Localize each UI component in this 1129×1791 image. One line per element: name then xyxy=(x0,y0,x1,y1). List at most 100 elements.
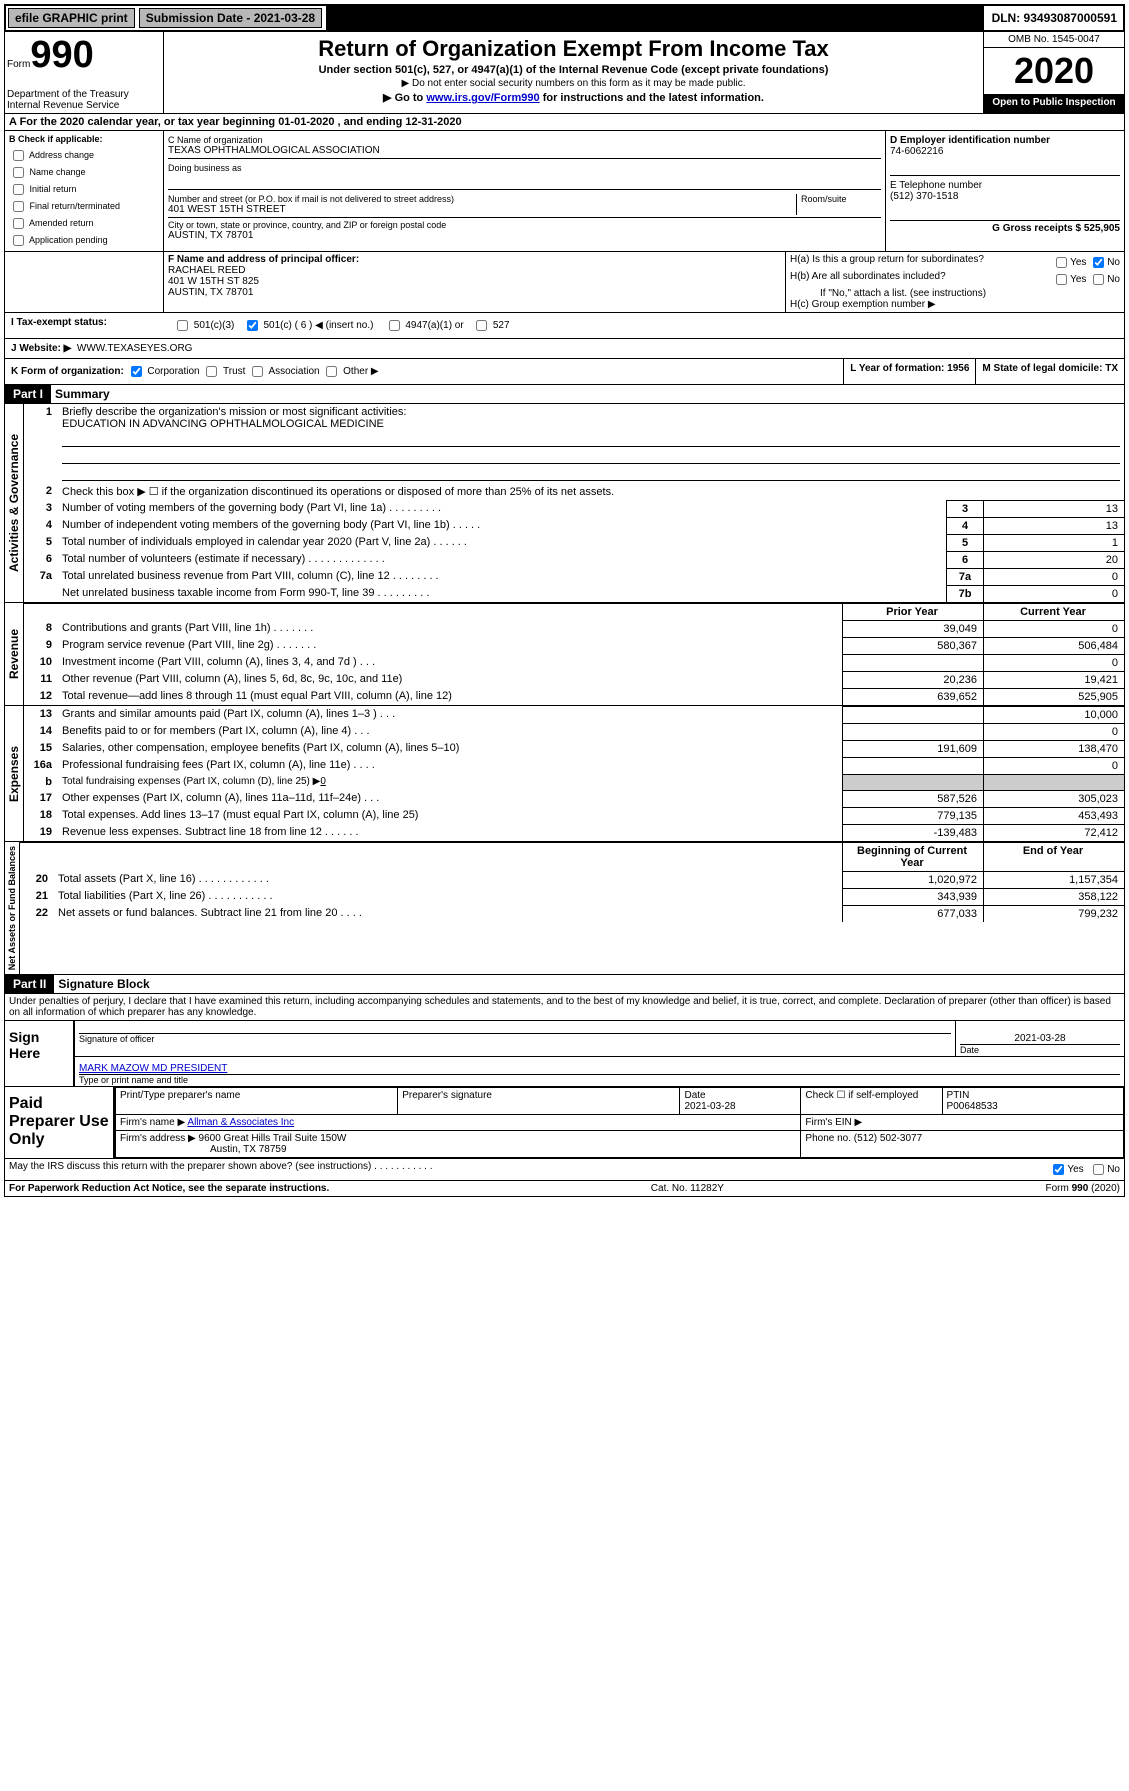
line22-prior: 677,033 xyxy=(843,905,984,922)
mission-text: EDUCATION IN ADVANCING OPHTHALMOLOGICAL … xyxy=(62,418,384,430)
e-label: E Telephone number xyxy=(890,180,1120,191)
type-name-label: Type or print name and title xyxy=(79,1074,1120,1085)
org-name: TEXAS OPHTHALMOLOGICAL ASSOCIATION xyxy=(168,145,881,156)
amended-return-checkbox[interactable] xyxy=(13,218,24,229)
no-label-2: No xyxy=(1107,274,1120,285)
paid-preparer-block: Paid Preparer Use Only Print/Type prepar… xyxy=(4,1087,1125,1159)
line20-text: Total assets (Part X, line 16) . . . . .… xyxy=(54,871,843,888)
hb-no-checkbox[interactable] xyxy=(1093,274,1104,285)
527-checkbox[interactable] xyxy=(476,320,487,331)
name-change-checkbox[interactable] xyxy=(13,167,24,178)
current-year-hdr: Current Year xyxy=(984,603,1125,620)
line14-current: 0 xyxy=(984,723,1125,740)
corp-checkbox[interactable] xyxy=(131,366,142,377)
b-label: B Check if applicable: xyxy=(9,134,103,144)
efile-button[interactable]: efile GRAPHIC print xyxy=(8,8,135,28)
ha-yes-checkbox[interactable] xyxy=(1056,257,1067,268)
line18-text: Total expenses. Add lines 13–17 (must eq… xyxy=(58,807,843,824)
line19-prior: -139,483 xyxy=(843,824,984,841)
line16a-text: Professional fundraising fees (Part IX, … xyxy=(58,757,843,774)
bocy-hdr: Beginning of Current Year xyxy=(843,842,984,871)
line14-prior xyxy=(843,723,984,740)
prior-year-hdr: Prior Year xyxy=(843,603,984,620)
subtitle-2: ▶ Do not enter social security numbers o… xyxy=(170,78,977,89)
part1-badge: Part I xyxy=(5,385,51,403)
line11-prior: 20,236 xyxy=(843,671,984,688)
addr-label: Number and street (or P.O. box if mail i… xyxy=(168,194,796,204)
line8-current: 0 xyxy=(984,620,1125,637)
line12-current: 525,905 xyxy=(984,688,1125,705)
firm-ein-label: Firm's EIN ▶ xyxy=(801,1114,1124,1130)
name-change-label: Name change xyxy=(30,166,86,176)
prep-date-val: 2021-03-28 xyxy=(684,1101,735,1112)
4947-checkbox[interactable] xyxy=(389,320,400,331)
line7a-text: Total unrelated business revenue from Pa… xyxy=(58,568,947,585)
line10-text: Investment income (Part VIII, column (A)… xyxy=(58,654,843,671)
ha-no-checkbox[interactable] xyxy=(1093,257,1104,268)
line4-val: 13 xyxy=(984,517,1125,534)
discuss-no-checkbox[interactable] xyxy=(1093,1164,1104,1175)
address-change-checkbox[interactable] xyxy=(13,150,24,161)
k-label: K Form of organization: xyxy=(11,366,124,377)
line21-current: 358,122 xyxy=(984,888,1125,905)
ein-value: 74-6062216 xyxy=(890,146,1120,157)
initial-return-checkbox[interactable] xyxy=(13,184,24,195)
firm-phone: Phone no. (512) 502-3077 xyxy=(801,1130,1124,1157)
part2-badge: Part II xyxy=(5,975,54,993)
sign-here-label: Sign Here xyxy=(5,1021,73,1086)
corp-label: Corporation xyxy=(147,366,199,377)
form-number: 990 xyxy=(30,34,93,76)
other-checkbox[interactable] xyxy=(326,366,337,377)
501c3-checkbox[interactable] xyxy=(177,320,188,331)
prep-selfemp-hdr: Check ☐ if self-employed xyxy=(801,1087,942,1114)
officer-addr2: AUSTIN, TX 78701 xyxy=(168,287,253,298)
yes-label-3: Yes xyxy=(1067,1164,1083,1175)
city-label: City or town, state or province, country… xyxy=(168,220,881,230)
section-deg: D Employer identification number 74-6062… xyxy=(886,131,1124,251)
no-label: No xyxy=(1107,257,1120,268)
firm-name-link[interactable]: Allman & Associates Inc xyxy=(187,1117,294,1128)
irs-link[interactable]: www.irs.gov/Form990 xyxy=(426,92,539,104)
line20-current: 1,157,354 xyxy=(984,871,1125,888)
line4-num: 4 xyxy=(947,517,984,534)
form-header: Form990 Department of the Treasury Inter… xyxy=(4,32,1125,114)
trust-checkbox[interactable] xyxy=(206,366,217,377)
final-return-checkbox[interactable] xyxy=(13,201,24,212)
line-a-text: A For the 2020 calendar year, or tax yea… xyxy=(9,116,462,128)
revenue-side-label: Revenue xyxy=(5,603,24,705)
line10-current: 0 xyxy=(984,654,1125,671)
trust-label: Trust xyxy=(223,366,245,377)
address-change-label: Address change xyxy=(29,149,94,159)
line9-prior: 580,367 xyxy=(843,637,984,654)
501c-checkbox[interactable] xyxy=(247,320,258,331)
line21-prior: 343,939 xyxy=(843,888,984,905)
line19-current: 72,412 xyxy=(984,824,1125,841)
prep-name-hdr: Print/Type preparer's name xyxy=(116,1087,398,1114)
section-fh: F Name and address of principal officer:… xyxy=(4,252,1125,313)
527-label: 527 xyxy=(493,320,510,331)
line3-val: 13 xyxy=(984,500,1125,517)
hb-yes-checkbox[interactable] xyxy=(1056,274,1067,285)
amended-return-label: Amended return xyxy=(29,217,94,227)
part1-title: Summary xyxy=(51,385,114,403)
eoy-hdr: End of Year xyxy=(984,842,1125,871)
line8-text: Contributions and grants (Part VIII, lin… xyxy=(58,620,843,637)
line7b-val: 0 xyxy=(984,585,1125,602)
officer-name-link[interactable]: MARK MAZOW MD PRESIDENT xyxy=(79,1063,227,1074)
pra-text: For Paperwork Reduction Act Notice, see … xyxy=(9,1183,329,1194)
tax-year: 2020 xyxy=(984,48,1124,95)
line14-text: Benefits paid to or for members (Part IX… xyxy=(58,723,843,740)
sig-date-value: 2021-03-28 xyxy=(960,1033,1120,1044)
sig-date-label: Date xyxy=(960,1044,1120,1055)
application-pending-checkbox[interactable] xyxy=(13,235,24,246)
line9-text: Program service revenue (Part VIII, line… xyxy=(58,637,843,654)
501c3-label: 501(c)(3) xyxy=(194,320,235,331)
line16a-prior xyxy=(843,757,984,774)
discuss-yes-checkbox[interactable] xyxy=(1053,1164,1064,1175)
submission-date-button[interactable]: Submission Date - 2021-03-28 xyxy=(139,8,322,28)
assoc-checkbox[interactable] xyxy=(252,366,263,377)
initial-return-label: Initial return xyxy=(30,183,77,193)
dba-label: Doing business as xyxy=(168,163,881,173)
prep-date-hdr: Date xyxy=(684,1090,705,1101)
line12-text: Total revenue—add lines 8 through 11 (mu… xyxy=(58,688,843,705)
